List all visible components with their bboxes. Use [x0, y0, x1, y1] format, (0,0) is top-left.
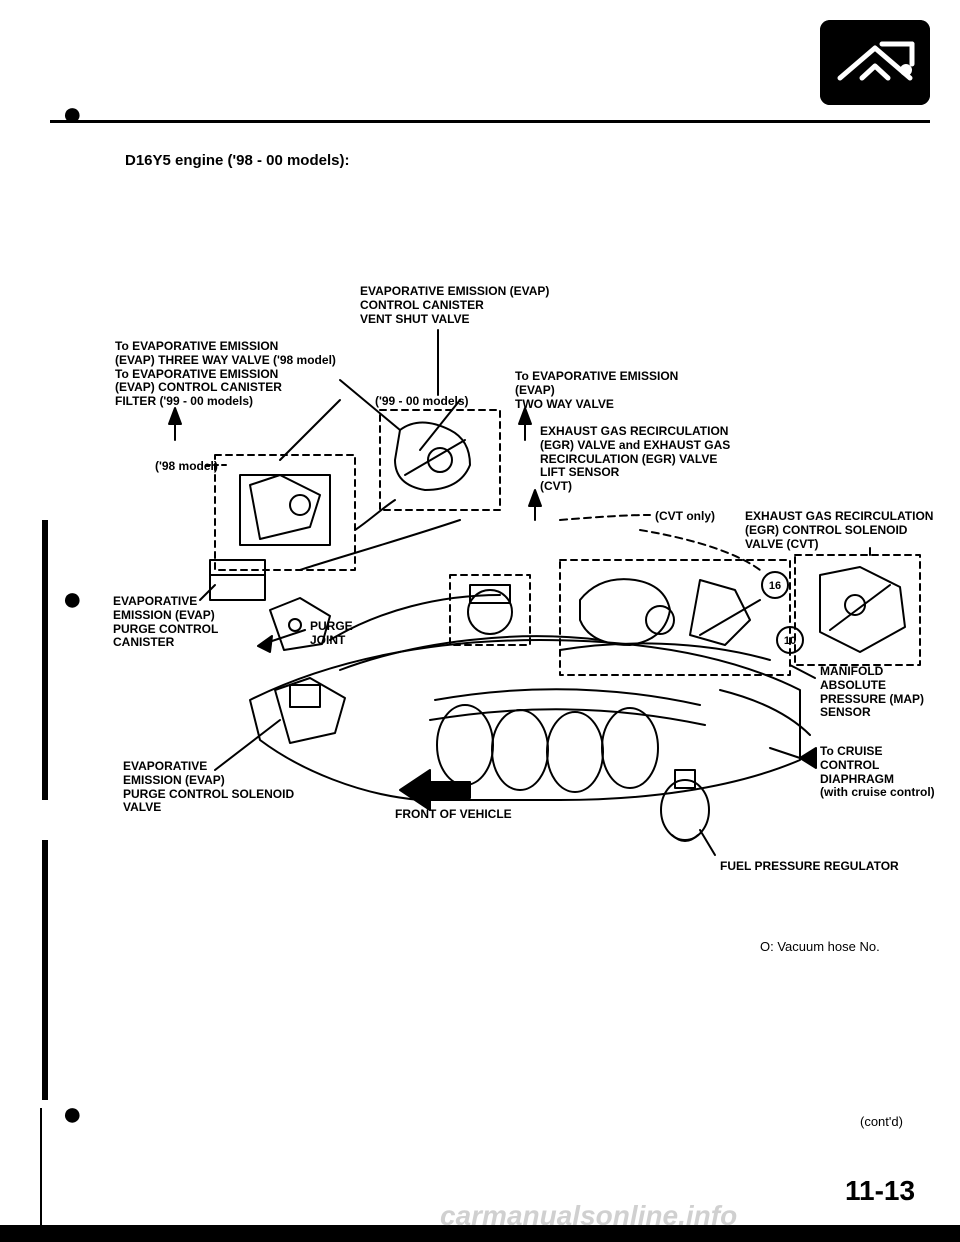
svg-text:16: 16 [769, 580, 781, 592]
page-root: ● ● ● D16Y5 engine ('98 - 00 models): EV… [0, 0, 960, 1242]
vacuum-hose-note: O: Vacuum hose No. [760, 940, 880, 955]
page-number: 11-13 [845, 1175, 915, 1207]
watermark: carmanualsonline.info [440, 1200, 737, 1232]
engine-schematic: 16 10 [0, 0, 960, 1242]
contd-label: (cont'd) [860, 1115, 903, 1130]
svg-text:10: 10 [784, 635, 796, 647]
